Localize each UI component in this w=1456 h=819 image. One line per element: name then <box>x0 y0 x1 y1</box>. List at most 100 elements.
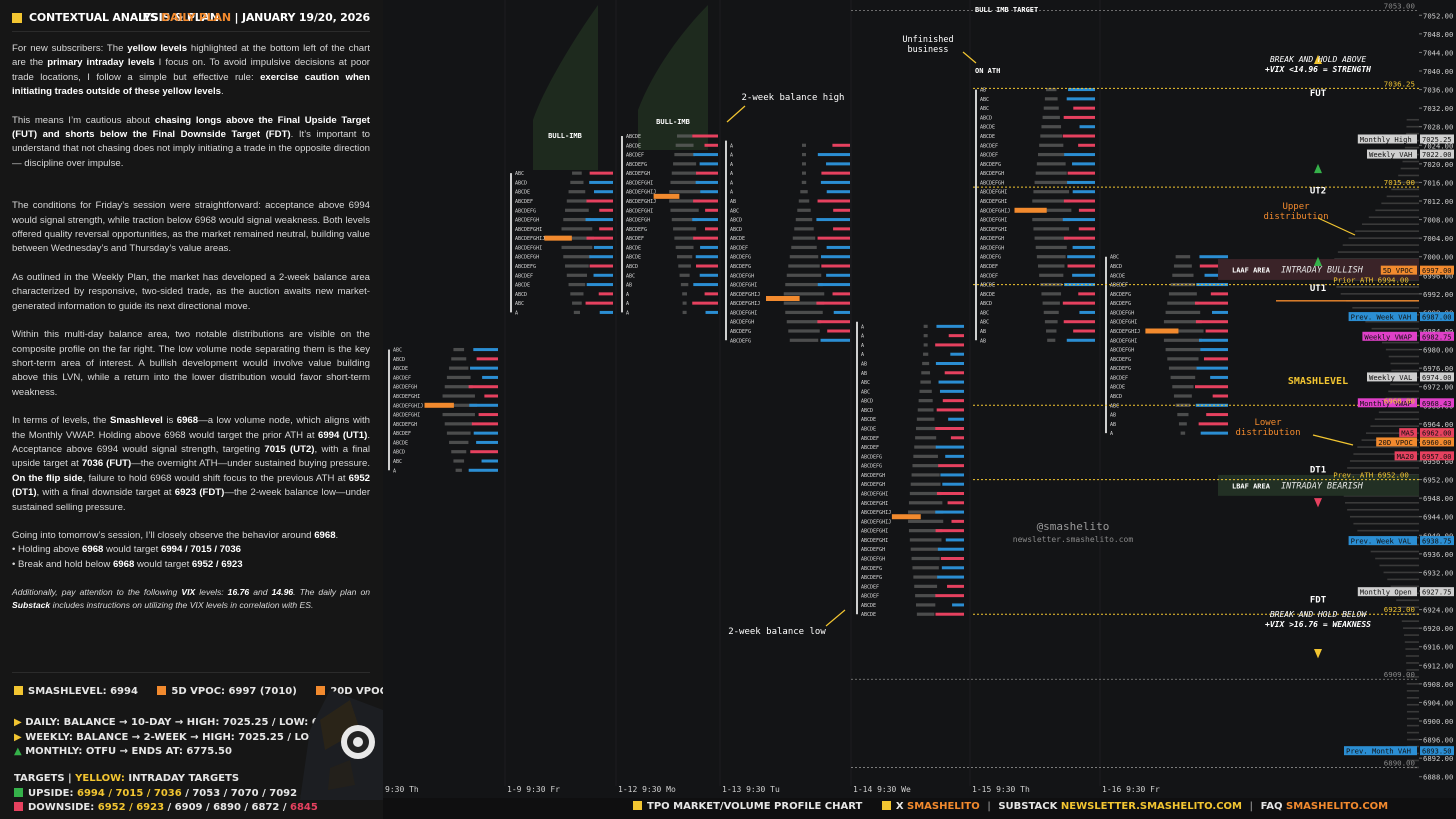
level-tag <box>1394 451 1417 461</box>
footer-x-link[interactable]: SMASHELITO <box>907 801 980 812</box>
volume-bar <box>561 227 593 231</box>
price-tick-label: 7020.00 <box>1423 160 1453 169</box>
level-tag-label: 5D VPOC <box>1383 266 1413 275</box>
tpo-letters: ABCDEFGHIJ <box>730 292 760 298</box>
volume-bar <box>1167 301 1199 305</box>
text-run: highlighted at the bottom left of the ch… <box>12 43 370 69</box>
volume-bar <box>670 180 699 185</box>
tpo-letters: ABCDE <box>980 125 995 131</box>
text-run: 6968 <box>176 415 199 427</box>
composite-volume-bar <box>1385 348 1419 351</box>
volume-bar <box>915 603 936 607</box>
vpoc5d-value: 5D VPOC: 6997 (7010) <box>171 686 297 697</box>
volume-bar <box>565 264 589 268</box>
tpo-letters: ABCDEFGH <box>393 422 417 428</box>
text-run: . Acceptance above 6994 would signal str… <box>12 429 370 455</box>
delta-bar <box>1205 329 1228 333</box>
delta-bar <box>1062 218 1095 222</box>
lbaf-zone <box>1218 474 1419 496</box>
volume-bar <box>572 171 582 175</box>
monthly-state: ▲ MONTHLY: OTFU → ENDS AT: 6775.50 <box>14 745 373 760</box>
price-tick-label: 6916.00 <box>1423 643 1453 652</box>
delta-bar <box>473 348 498 352</box>
volume-bar <box>453 347 465 352</box>
price-tick-label: 7032.00 <box>1423 104 1453 113</box>
composite-volume-bar <box>1396 599 1419 602</box>
delta-bar <box>593 245 613 249</box>
level-tag <box>1367 372 1417 382</box>
paragraph-intro: For new subscribers: The yellow levels h… <box>12 42 370 100</box>
composite-volume-bar <box>1390 585 1419 588</box>
composite-volume-bar <box>1361 223 1419 226</box>
text-run: levels: <box>195 587 228 598</box>
delta-bar <box>936 408 964 412</box>
tpo-letters: ABCDEFGHIJ <box>626 199 656 205</box>
delta-bar <box>1199 255 1228 259</box>
triangle-right-icon: ▶ <box>14 717 22 728</box>
price-highlight-label: 7022.00 <box>1422 151 1452 159</box>
price-tick-label: 7000.00 <box>1423 253 1453 262</box>
footer-substack-link[interactable]: NEWSLETTER.SMASHELITO.COM <box>1060 801 1242 812</box>
delta-bar <box>704 292 718 296</box>
delta-bar <box>816 218 850 222</box>
composite-volume-bar <box>1406 710 1419 713</box>
level-label: 6968.00 <box>1384 396 1415 405</box>
delta-bar <box>827 329 850 333</box>
arrow-icon: → <box>131 731 141 743</box>
tpo-letters: ABCDEFGHI <box>980 218 1007 224</box>
volume-bar <box>917 408 934 412</box>
tpo-letters: ABCDEFG <box>1110 366 1131 372</box>
smashlevel-value: SMASHLEVEL: 6994 <box>28 686 138 697</box>
monthly-label: MONTHLY: OTFU <box>25 746 117 757</box>
watermark: @smashelito <box>1037 520 1110 533</box>
level-tag <box>1348 312 1417 322</box>
lbaf-label: LBAF AREA <box>1232 482 1271 490</box>
weekly-label: WEEKLY: BALANCE <box>25 731 129 743</box>
footer-faq-link[interactable]: SMASHELITO.COM <box>1286 801 1389 812</box>
delta-bar <box>941 566 964 570</box>
delta-bar <box>821 171 850 175</box>
break-below-label: BREAK AND HOLD BELOW <box>1270 610 1368 619</box>
delta-bar <box>1195 403 1228 407</box>
volume-bar <box>802 162 806 166</box>
volume-bar <box>1043 106 1059 110</box>
tpo-letters: ABCDEFG <box>1110 292 1131 298</box>
price-tick-label: 6944.00 <box>1423 513 1453 522</box>
break-above-label: BREAK AND HOLD ABOVE <box>1270 55 1367 64</box>
text-run: . The daily plan on <box>293 587 370 598</box>
tpo-letters: ABCD <box>980 301 992 307</box>
poc-bar <box>1145 328 1179 334</box>
triangle-up-icon: ▲ <box>14 746 22 757</box>
tpo-letters: ABC <box>1110 403 1119 409</box>
poc-bar <box>1014 207 1047 213</box>
tpo-letters: ABCDE <box>980 292 995 298</box>
tpo-letters: ABCD <box>980 115 992 121</box>
volume-bar <box>794 227 814 231</box>
bullet-below: • Break and hold below 6968 would target… <box>12 558 370 572</box>
price-tick-label: 6992.00 <box>1423 290 1453 299</box>
delta-bar <box>1198 422 1228 426</box>
level-label: 7036.25 <box>1384 79 1415 88</box>
tpo-letters: ABCDEFGH <box>1110 310 1134 316</box>
delta-bar <box>947 584 964 588</box>
downside-yellow: 6952 / 6923 <box>97 802 165 813</box>
volume-bar <box>682 301 687 305</box>
tpo-letters: ABC <box>515 301 524 307</box>
targets-title-line: TARGETS | YELLOW: INTRADAY TARGETS <box>14 772 374 787</box>
volume-bar <box>559 236 595 240</box>
delta-bar <box>935 343 964 347</box>
volume-bar <box>1046 87 1057 92</box>
volume-bar <box>914 445 938 449</box>
tpo-letters: ABCD <box>861 408 873 414</box>
volume-bar <box>1173 394 1192 398</box>
delta-bar <box>1063 236 1095 240</box>
tpo-letters: ABCD <box>515 180 527 186</box>
tpo-letters: ABCDEFGH <box>980 236 1004 242</box>
balance-low-label: 2-week balance low <box>728 627 826 637</box>
delta-bar <box>693 283 718 287</box>
triangle-down-icon <box>1314 649 1322 659</box>
session-label: 1-12 9:30 Mo <box>618 785 676 794</box>
price-tick-label: 6972.00 <box>1423 383 1453 392</box>
tpo-letters: ABCDEFG <box>730 338 751 344</box>
delta-bar <box>1199 264 1228 268</box>
